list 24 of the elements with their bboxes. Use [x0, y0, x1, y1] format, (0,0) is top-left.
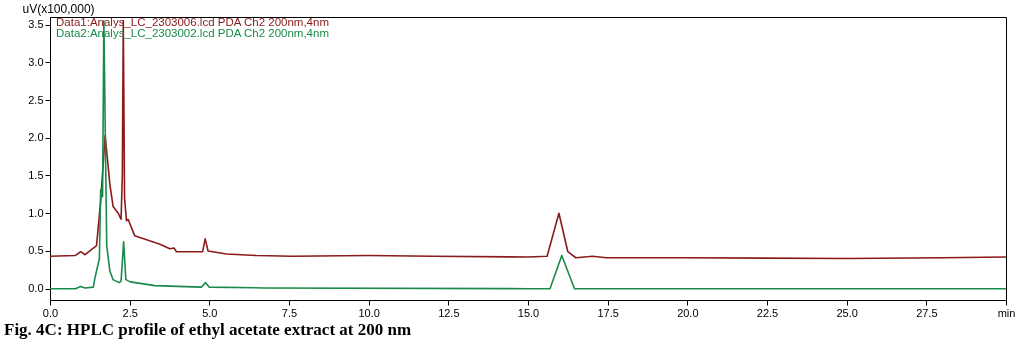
y-tick-label: 3.0	[28, 55, 44, 68]
x-tick-label: 5.0	[202, 306, 218, 319]
text: Fig. 4C: HPLC profile of ethyl acetate extract at 200 nm	[4, 320, 412, 339]
text: Data1:Analys_LC_2303006.lcd PDA Ch2 200nm,4nm	[56, 16, 329, 28]
x-tick-label: 10.0	[358, 306, 380, 319]
x-tick-label: 2.5	[122, 306, 138, 319]
x-tick-label: 22.5	[756, 306, 779, 319]
y-tick-label: 1.5	[28, 168, 44, 181]
y-tick-label: 2.0	[28, 131, 44, 144]
y-tick-label: 0.0	[28, 282, 44, 295]
y-axis-title: uV(x100,000)	[22, 1, 95, 16]
x-tick-label: 15.0	[517, 306, 540, 319]
y-tick-label: 2.5	[28, 93, 44, 106]
x-tick-label: 20.0	[677, 306, 699, 319]
y-tick-label: 0.5	[28, 244, 44, 257]
x-tick-label: 12.5	[438, 306, 460, 319]
x-tick-label: 7.5	[281, 306, 298, 319]
x-tick-label: 17.5	[597, 306, 619, 319]
x-tick-label: 0.0	[42, 306, 59, 319]
x-tick-label: min	[997, 306, 1016, 319]
y-tick-label: 3.5	[28, 18, 44, 31]
x-tick-label: 27.5	[916, 306, 938, 319]
x-tick-label: 25.0	[836, 306, 858, 319]
y-tick-label: 1.0	[28, 206, 44, 219]
